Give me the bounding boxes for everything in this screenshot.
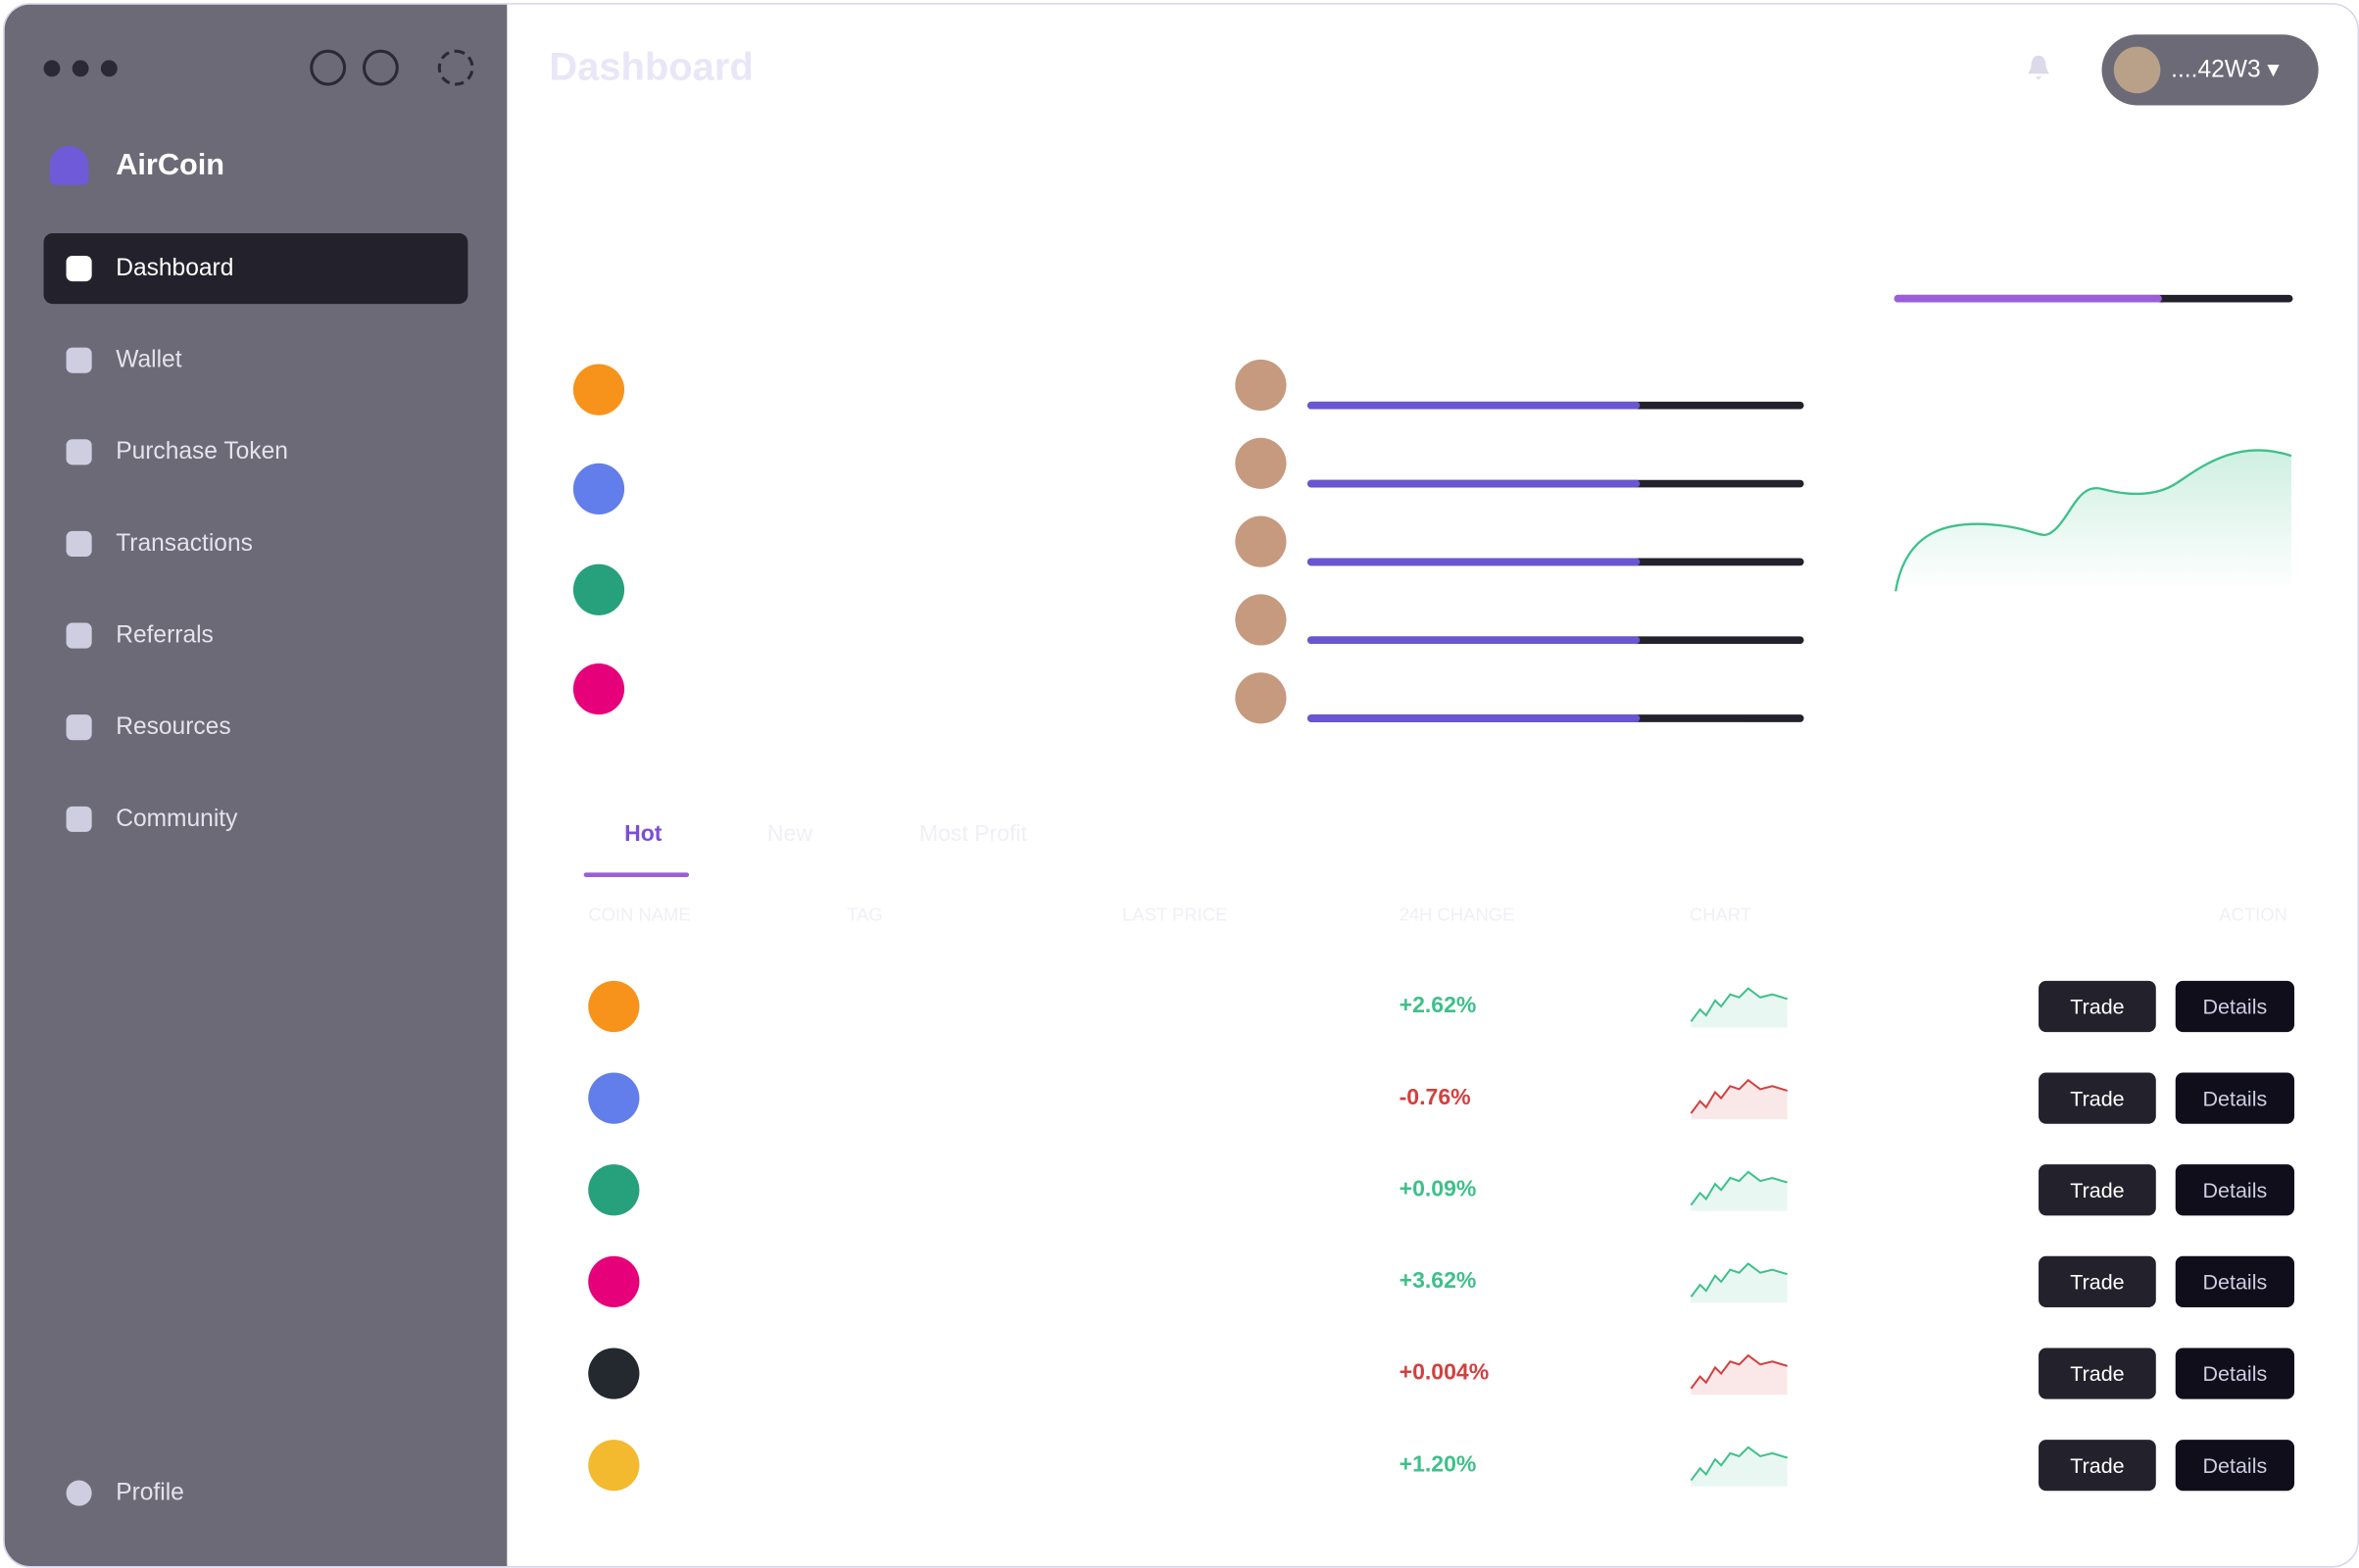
sparkline	[1690, 1446, 1788, 1487]
window-dot	[100, 60, 118, 77]
column-header: CHART	[1689, 904, 1752, 926]
progress-bar	[1307, 479, 1804, 488]
nav-label: Transactions	[116, 530, 253, 557]
progress-bar	[1307, 714, 1804, 722]
nav-label: Referrals	[116, 622, 214, 649]
icon	[66, 622, 92, 649]
account-id: ....42W3	[2171, 57, 2261, 83]
sparkline	[1690, 1170, 1788, 1211]
column-header: 24H CHANGE	[1399, 904, 1515, 926]
nav-label: Resources	[116, 714, 231, 741]
icon	[66, 714, 92, 741]
icon	[66, 806, 92, 832]
tab[interactable]: Most Profit	[918, 821, 1027, 848]
nav-item[interactable]: Dashboard	[43, 232, 468, 305]
progress-bar	[1307, 636, 1804, 645]
column-header: LAST PRICE	[1122, 904, 1228, 926]
area-chart	[1894, 449, 2292, 592]
nav-item[interactable]: Transactions	[44, 509, 468, 579]
coin-icon	[588, 1348, 640, 1399]
nav-label: Purchase Token	[116, 439, 288, 466]
coin-icon	[588, 1255, 640, 1308]
change: -0.76%	[1399, 1084, 1471, 1110]
nav-label: Dashboard	[116, 255, 234, 282]
forward-button[interactable]	[362, 49, 399, 86]
window-dot	[43, 60, 61, 77]
coin-icon	[588, 1072, 640, 1124]
nav-item[interactable]: Wallet	[44, 325, 468, 396]
nav-profile[interactable]: Profile	[44, 1458, 468, 1529]
avatar	[2113, 46, 2161, 94]
change: +0.09%	[1399, 1176, 1477, 1202]
details-button[interactable]: Details	[2175, 980, 2295, 1033]
nav-label: Community	[116, 806, 238, 832]
trade-button[interactable]: Trade	[2039, 1255, 2156, 1308]
reload-button[interactable]	[437, 49, 474, 86]
trade-button[interactable]: Trade	[2039, 980, 2156, 1033]
avatar	[1235, 672, 1287, 724]
nav-item[interactable]: Purchase Token	[44, 416, 468, 487]
account-button[interactable]: ....42W3 ▾	[2101, 34, 2319, 106]
progress-bar	[1307, 558, 1804, 566]
coin-icon	[572, 364, 625, 416]
change: +2.62%	[1399, 993, 1477, 1019]
sidebar: AirCoin Dashboard Wallet Purchase Token Tra…	[4, 4, 508, 1567]
avatar	[1235, 594, 1287, 646]
details-button[interactable]: Details	[2175, 1440, 2295, 1492]
nav-item[interactable]: Referrals	[44, 601, 468, 671]
sparkline	[1690, 1078, 1788, 1120]
back-button[interactable]	[310, 49, 347, 86]
page-title: Dashboard	[549, 43, 754, 89]
sparkline	[1690, 987, 1788, 1028]
details-button[interactable]: Details	[2175, 1255, 2295, 1308]
bell-icon[interactable]	[2027, 54, 2051, 81]
coin-icon	[588, 1164, 640, 1216]
icon	[66, 347, 92, 373]
details-button[interactable]: Details	[2175, 1348, 2295, 1399]
coin-icon	[588, 1440, 640, 1492]
icon	[66, 1480, 92, 1506]
tab-underline	[583, 872, 690, 877]
nav-label: Wallet	[116, 347, 182, 373]
sparkline	[1690, 1262, 1788, 1303]
trade-button[interactable]: Trade	[2039, 1348, 2156, 1399]
window: AirCoin Dashboard Wallet Purchase Token Tra…	[3, 3, 2359, 1568]
change: +3.62%	[1399, 1268, 1477, 1295]
sparkline	[1690, 1353, 1788, 1396]
details-button[interactable]: Details	[2175, 1164, 2295, 1216]
trade-button[interactable]: Trade	[2039, 1440, 2156, 1492]
nav-item[interactable]: Community	[44, 784, 468, 855]
avatar	[1235, 437, 1287, 489]
brand: AirCoin	[116, 148, 225, 182]
column-header: COIN NAME	[588, 904, 691, 926]
tab[interactable]: New	[766, 821, 812, 848]
icon	[66, 255, 92, 282]
coin-icon	[572, 662, 625, 715]
column-header: ACTION	[2219, 904, 2287, 926]
column-header: TAG	[847, 904, 883, 926]
coin-icon	[572, 564, 625, 615]
progress-bar	[1307, 401, 1804, 410]
nav-item[interactable]: Resources	[44, 692, 468, 762]
change: +0.004%	[1399, 1359, 1490, 1386]
change: +1.20%	[1399, 1451, 1477, 1478]
trade-button[interactable]: Trade	[2039, 1164, 2156, 1216]
avatar	[1235, 515, 1287, 567]
avatar	[1235, 359, 1287, 412]
icon	[66, 530, 92, 557]
trade-button[interactable]: Trade	[2039, 1072, 2156, 1124]
progress	[1893, 294, 2293, 303]
tab[interactable]: Hot	[624, 821, 663, 848]
nav-label: Profile	[116, 1480, 184, 1506]
coin-icon	[572, 463, 625, 515]
icon	[66, 439, 92, 466]
window-dot	[72, 60, 89, 77]
coin-icon	[588, 980, 640, 1033]
logo	[49, 145, 89, 185]
details-button[interactable]: Details	[2175, 1072, 2295, 1124]
